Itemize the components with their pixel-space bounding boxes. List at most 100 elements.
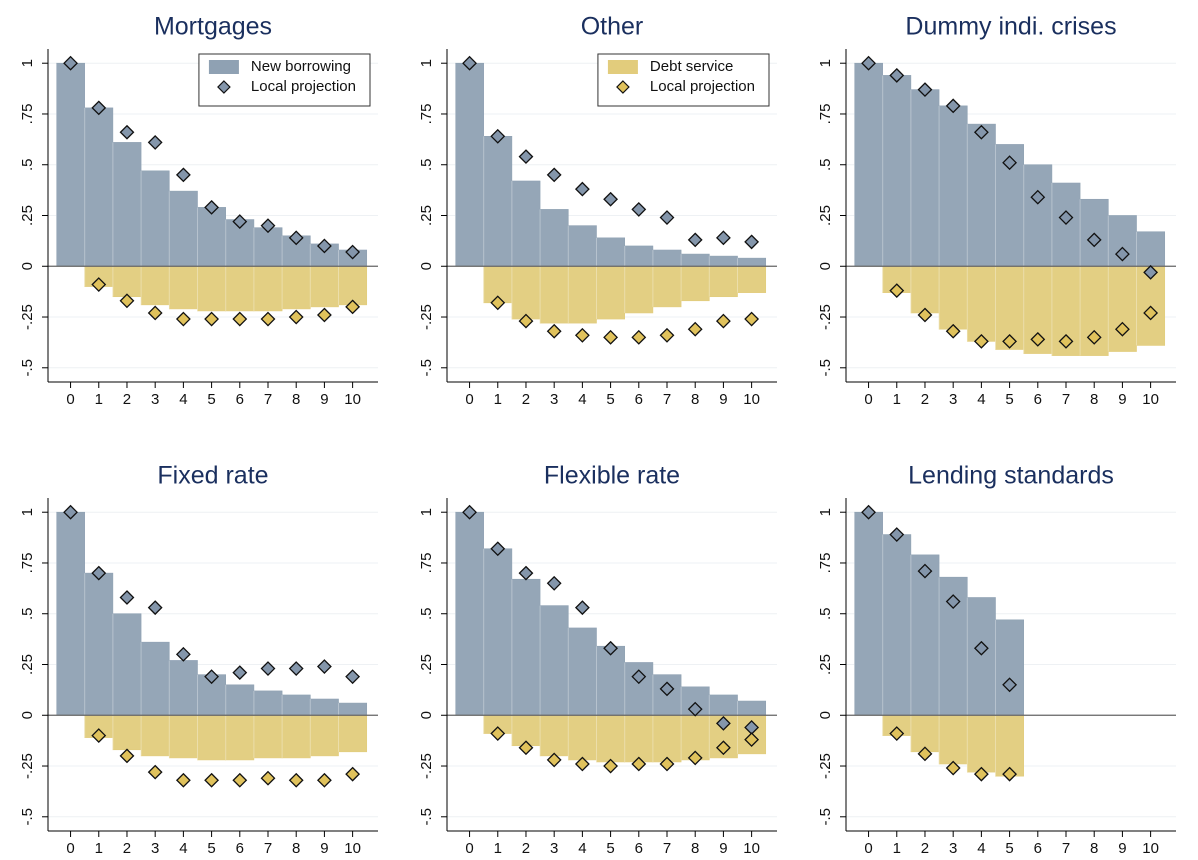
point — [345, 299, 361, 315]
y-tick-label: .5 — [418, 158, 435, 171]
x-tick-label: 6 — [236, 840, 244, 857]
bar — [567, 627, 597, 716]
panel: Dummy indi. crises 1 .75 .5 .25 0 -.25 -.5 0 1 2 3 4… — [817, 13, 1176, 408]
bar — [737, 700, 767, 716]
point — [574, 181, 590, 197]
point — [175, 167, 191, 183]
y-tick-label: -.5 — [418, 808, 435, 826]
x-tick-label: 1 — [494, 840, 502, 857]
point — [175, 311, 191, 327]
point — [462, 504, 477, 520]
x-tick-label: 4 — [977, 391, 985, 408]
point — [945, 760, 961, 776]
x-tick-label: 7 — [264, 391, 272, 408]
y-tick-label: -.5 — [19, 808, 36, 826]
point — [744, 234, 760, 250]
bar — [112, 265, 142, 298]
x-tick-label: 5 — [207, 840, 215, 857]
point — [631, 669, 647, 685]
point — [316, 659, 332, 674]
bar — [910, 265, 940, 314]
x-tick-label: 8 — [691, 840, 699, 857]
point — [260, 311, 276, 327]
bar — [709, 694, 738, 716]
point — [631, 201, 647, 217]
x-tick-label: 3 — [550, 840, 558, 857]
point — [288, 661, 304, 676]
bar — [112, 613, 142, 716]
bar — [680, 253, 710, 267]
point — [91, 100, 107, 116]
x-tick-label: 2 — [522, 840, 530, 857]
bar — [966, 265, 996, 342]
point — [631, 756, 647, 772]
point — [687, 701, 703, 717]
y-tick-label: -.5 — [817, 808, 834, 826]
point — [119, 124, 135, 140]
bar — [709, 255, 738, 267]
point — [204, 669, 220, 685]
point — [204, 772, 220, 788]
x-tick-label: 8 — [1090, 391, 1098, 408]
point — [288, 772, 304, 788]
y-tick-label: .5 — [817, 607, 834, 620]
point — [889, 67, 905, 83]
x-tick-label: 10 — [344, 391, 361, 408]
x-tick-label: 0 — [864, 391, 872, 408]
point — [1002, 333, 1018, 349]
bar — [511, 265, 541, 320]
panel: Other 1 .75 .5 .25 0 -.25 -.5 0 1 2 3 4 5 6 7 8 9 10 Debt s… — [418, 13, 777, 408]
bar — [225, 684, 255, 716]
x-tick-label: 3 — [151, 391, 159, 408]
point — [917, 746, 933, 762]
bar — [567, 265, 597, 324]
bar — [253, 690, 283, 716]
bar — [455, 62, 484, 267]
y-tick-label: 1 — [19, 508, 36, 516]
panel-title: Dummy indi. crises — [905, 13, 1116, 41]
y-tick-label: 0 — [418, 711, 435, 719]
x-tick-label: 4 — [578, 840, 586, 857]
point — [518, 313, 534, 329]
x-tick-label: 1 — [95, 840, 103, 857]
point — [603, 640, 619, 656]
y-tick-label: 0 — [817, 711, 834, 719]
bar — [112, 714, 142, 751]
point — [518, 740, 534, 756]
bar — [567, 714, 597, 761]
point — [603, 329, 619, 345]
point — [659, 756, 675, 772]
panel: Fixed rate 1 .75 .5 .25 0 -.25 -.5 0 1 2 3 4 5 6 7 8 9 10 — [19, 462, 378, 857]
x-tick-label: 0 — [66, 391, 74, 408]
x-tick-label: 0 — [66, 840, 74, 857]
bar — [567, 225, 597, 267]
bar — [140, 714, 170, 757]
bar — [197, 207, 226, 267]
x-tick-label: 8 — [1090, 840, 1098, 857]
point — [945, 594, 961, 609]
point — [889, 726, 905, 741]
point — [260, 218, 276, 234]
y-tick-label: -.5 — [418, 359, 435, 377]
point — [91, 728, 107, 743]
panel-title: Fixed rate — [157, 462, 268, 490]
y-tick-label: -.5 — [19, 359, 36, 377]
bar — [310, 714, 339, 757]
point — [316, 238, 332, 254]
x-tick-label: 2 — [921, 840, 929, 857]
y-tick-label: .25 — [418, 205, 435, 226]
y-tick-label: .25 — [418, 654, 435, 675]
point — [175, 646, 191, 662]
point — [687, 321, 703, 337]
point — [1086, 329, 1102, 345]
x-tick-label: 0 — [465, 391, 473, 408]
point — [316, 772, 332, 788]
bar — [338, 714, 368, 753]
bar — [140, 265, 170, 306]
bar — [140, 641, 170, 716]
bar — [310, 265, 339, 308]
point — [973, 766, 989, 782]
y-tick-label: 0 — [19, 262, 36, 270]
point — [462, 55, 477, 71]
